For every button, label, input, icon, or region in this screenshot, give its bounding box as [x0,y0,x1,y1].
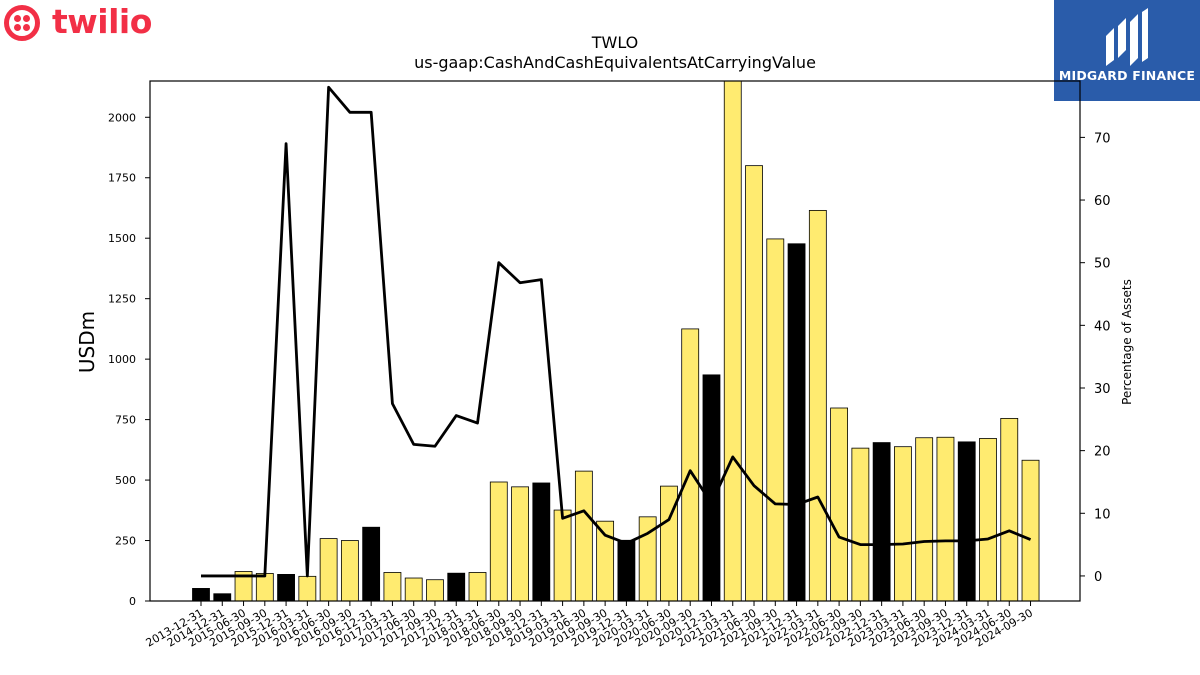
bar [851,447,870,602]
twilio-logo: twilio [4,2,154,48]
bar [489,481,508,602]
y2-axis-label: Percentage of Assets [1120,279,1134,405]
bar [1021,459,1040,602]
bar [383,572,402,602]
bar [681,328,700,602]
bar [894,446,912,602]
midgard-finance-logo-text: MIDGARD FINANCE [1058,68,1196,83]
bar [511,486,529,602]
y2-tick-label: 40 [1094,319,1111,334]
bar [319,538,338,602]
bar [830,407,848,602]
y2-tick-label: 0 [1094,570,1102,585]
y-tick-label: 1500 [108,232,136,245]
y-tick-label: 500 [115,474,136,487]
chart-title: TWLO [591,33,639,52]
chart-subtitle: us-gaap:CashAndCashEquivalentsAtCarrying… [414,53,816,72]
y-tick-label: 1750 [108,172,136,185]
bar [787,243,806,602]
bar [936,436,955,602]
bar [553,509,572,602]
bar [957,441,976,602]
y-axis-label: USDm [75,311,99,373]
bar [340,540,359,602]
bar [255,573,274,602]
bar [277,574,295,602]
bar [915,437,934,602]
bar [617,539,636,602]
midgard-finance-mark-icon [1106,8,1148,66]
axes: 0 250 500 750 1000 1250 1500 1750 2000 0 10 20 30 40 5… [108,80,1111,650]
bar [532,482,551,602]
percentage-line-series [201,85,1032,578]
bar [447,572,466,602]
twilio-logo-text: twilio [52,2,152,41]
bar [808,209,827,602]
y-tick-label: 1250 [108,293,136,306]
y-tick-label: 750 [115,414,136,427]
y2-tick-label: 70 [1094,131,1111,146]
bar [723,80,742,602]
bar [426,579,444,602]
plot-frame [149,80,1081,602]
y-tick-label: 2000 [108,111,136,124]
bar-series [192,80,1040,602]
logo-dot [14,24,21,31]
bar [979,438,997,602]
bar [468,572,487,602]
y2-tick-label: 10 [1094,507,1111,522]
twilio-logo-icon [4,5,40,41]
logo-dot [23,24,30,31]
bar [213,593,232,602]
logo-dot [23,15,30,22]
bar [745,165,763,602]
y2-tick-label: 60 [1094,194,1111,209]
bar [298,575,317,602]
bar [574,470,593,602]
bar [362,526,381,602]
logo-dot [14,15,21,22]
y2-tick-label: 20 [1094,445,1111,460]
midgard-finance-logo: MIDGARD FINANCE [1054,0,1200,101]
bar [192,588,210,602]
y-tick-label: 250 [115,535,136,548]
y-tick-label: 1000 [108,353,136,366]
y2-tick-label: 50 [1094,257,1111,272]
bar [872,442,891,602]
y2-tick-label: 30 [1094,382,1111,397]
bar [766,238,785,602]
y-tick-label: 0 [129,595,136,608]
bar [404,577,423,602]
bar [1000,417,1019,602]
percentage-line [201,85,1032,578]
